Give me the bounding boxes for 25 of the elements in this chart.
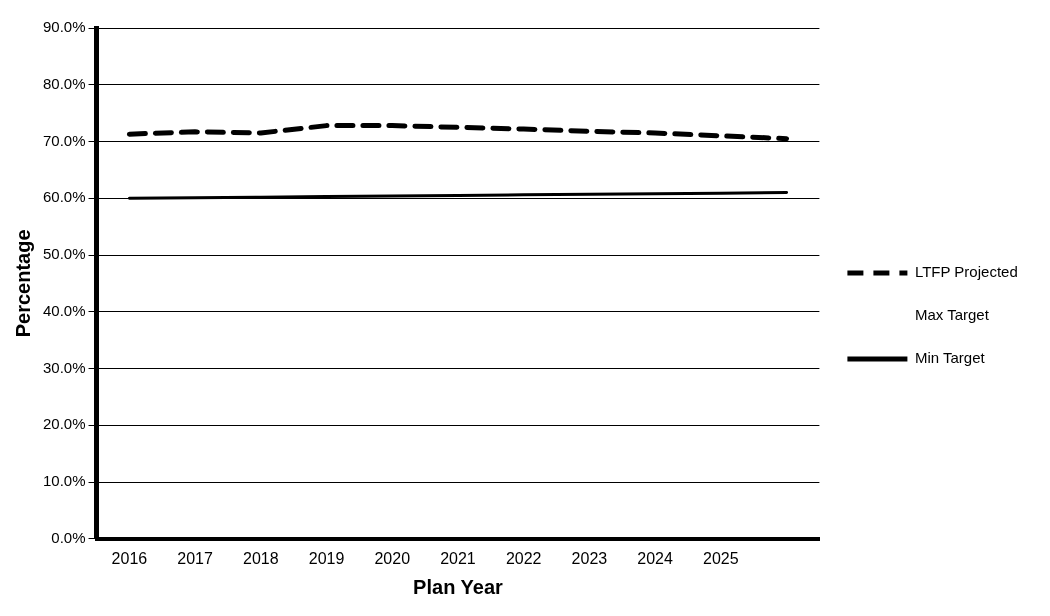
x-tick-label: 2025 [703, 549, 739, 567]
x-tick-label: 2024 [637, 549, 674, 567]
legend-label: LTFP Projected [914, 263, 1018, 281]
x-tick-label: 2016 [111, 549, 148, 567]
x-tick-label: 2019 [308, 549, 345, 567]
y-tick-label: 30.0% [42, 358, 86, 376]
x-tick-label: 2018 [243, 549, 279, 567]
x-tick-label: 2022 [505, 549, 542, 567]
y-tick-label: 20.0% [42, 415, 86, 433]
x-tick-label: 2017 [177, 549, 213, 567]
text: Max Target [914, 306, 990, 324]
x-tick-label: 2021 [440, 549, 476, 567]
x-tick-label: 2020 [374, 549, 411, 567]
y-tick-label: 90.0% [42, 18, 86, 36]
y-tick-label: 0.0% [51, 528, 86, 546]
y-tick-label: 10.0% [42, 472, 86, 490]
x-axis-title: Plan Year [413, 575, 504, 598]
y-tick-label: 50.0% [42, 245, 86, 263]
y-tick-label: 60.0% [42, 188, 86, 206]
y-tick-label: 80.0% [42, 74, 86, 92]
legend-label: Min Target [914, 349, 986, 367]
y-axis-title: Percentage [11, 229, 34, 338]
x-tick-label: 2023 [571, 549, 608, 567]
y-tick-label: 40.0% [42, 301, 86, 319]
y-tick-label: 70.0% [42, 131, 86, 149]
